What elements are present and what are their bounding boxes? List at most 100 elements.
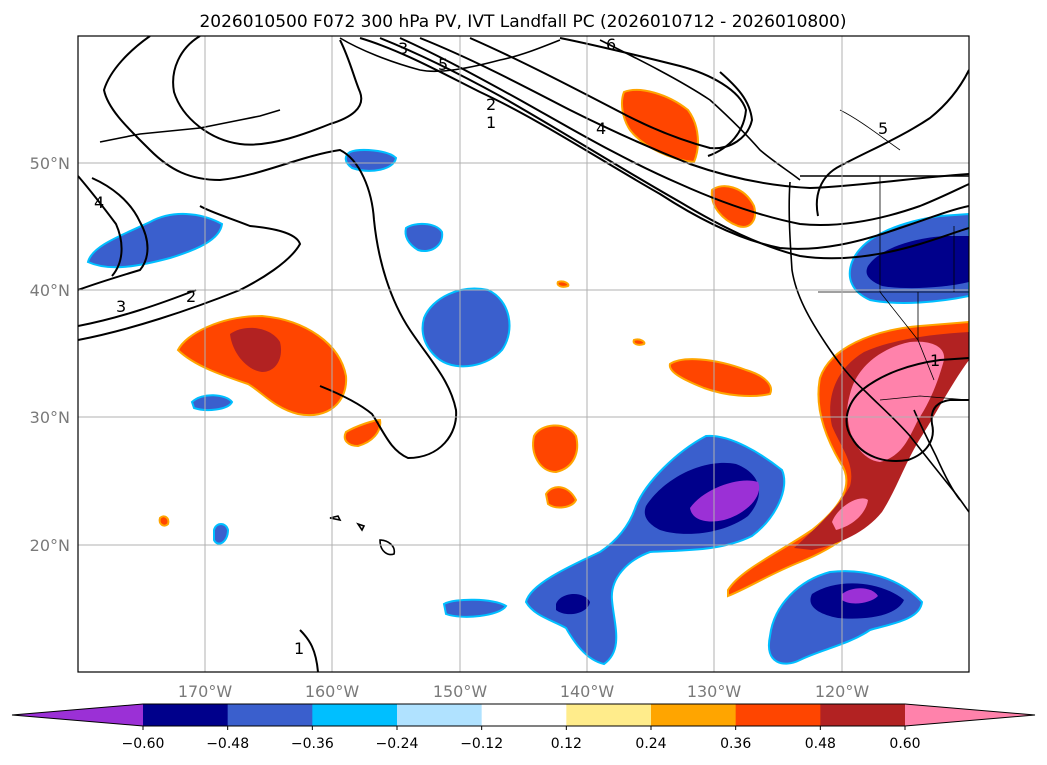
pv-contour-line (469, 37, 754, 150)
lon-label: 120°W (815, 682, 870, 701)
lat-label: 20°N (30, 536, 70, 555)
negative-anomaly-patch (421, 287, 511, 368)
contour-label: 4 (94, 193, 104, 212)
pv-contour-line (851, 399, 969, 462)
mexico-border (879, 395, 969, 401)
colorbar-segment (481, 704, 567, 726)
positive-anomaly-patch (710, 185, 756, 228)
colorbar-segment (566, 704, 652, 726)
colorbar-extend-low (12, 704, 143, 726)
atmospheric-river-peak (832, 498, 868, 530)
alaska-coastline (339, 37, 561, 73)
colorbar-segment (735, 704, 821, 726)
positive-anomaly-patch (544, 486, 578, 509)
pv-contour-line (78, 205, 302, 341)
pv-contour-line (102, 36, 458, 460)
negative-anomaly-patch (213, 523, 230, 545)
contour-label: 1 (930, 351, 940, 370)
contour-labels: 3 5 6 2 1 4 5 4 3 2 1 1 (94, 35, 940, 658)
contour-label: 1 (486, 113, 496, 132)
lon-label: 170°W (178, 682, 233, 701)
colorbar-tick-label: −0.48 (206, 736, 249, 752)
lon-label: 150°W (433, 682, 488, 701)
colorbar-segment (143, 704, 229, 726)
hawaii-island (356, 522, 366, 532)
graticule (78, 36, 969, 672)
strong-negative-core (866, 236, 969, 289)
colorbar-tick-label: 0.12 (551, 736, 582, 752)
aleutian-islands (99, 109, 281, 143)
positive-anomaly-patch (621, 89, 699, 164)
positive-anomaly-patch (632, 338, 646, 346)
colorbar-tick-label: 0.24 (635, 736, 666, 752)
anomaly-shading (86, 89, 969, 666)
positive-anomaly-patch (158, 515, 170, 527)
contour-label: 6 (606, 35, 616, 54)
contour-label: 1 (294, 639, 304, 658)
pv-contour-line (78, 175, 123, 277)
negative-anomaly-patch (404, 222, 444, 252)
pv-contour-line (559, 37, 748, 157)
lat-label: 50°N (30, 154, 70, 173)
negative-anomaly-patch (190, 394, 234, 411)
positive-anomaly-patch (343, 418, 382, 448)
pv-contour-line (845, 357, 969, 439)
pv-contours (78, 36, 969, 672)
colorbar-tick-label: 0.48 (805, 736, 836, 752)
lat-label: 30°N (30, 408, 70, 427)
lon-label: 130°W (687, 682, 742, 701)
contour-label: 4 (596, 119, 606, 138)
contour-label: 5 (438, 55, 448, 74)
positive-anomaly-patch (532, 424, 579, 474)
colorbar-tick-label: 0.60 (889, 736, 920, 752)
lon-label: 140°W (560, 682, 615, 701)
colorbar-segment (651, 704, 737, 726)
colorbar-segment (397, 704, 483, 726)
negative-anomaly-patch (344, 149, 398, 172)
lat-label: 40°N (30, 281, 70, 300)
lon-label: 160°W (305, 682, 360, 701)
pv-contour-line (379, 37, 969, 260)
pv-contour-line (172, 36, 363, 146)
atmospheric-river-peak (847, 341, 945, 462)
colorbar-segment (312, 704, 398, 726)
colorbar: −0.60 −0.48 −0.36 −0.24 −0.12 0.12 0.24 0.36 0.4… (11, 703, 1036, 752)
baja-coastline (913, 409, 961, 501)
colorbar-extend-high (905, 704, 1035, 726)
colorbar-tick-label: 0.36 (720, 736, 751, 752)
colorbar-tick-label: −0.60 (122, 736, 165, 752)
strong-positive-core (230, 327, 282, 372)
strongest-negative-core (842, 588, 878, 604)
map-frame (77, 35, 970, 673)
pv-contour-line (399, 37, 969, 227)
longitude-labels: 170°W 160°W 150°W 140°W 130°W 120°W (178, 682, 870, 701)
figure-title: 2026010500 F072 300 hPa PV, IVT Landfall… (199, 12, 846, 32)
state-border (839, 109, 901, 151)
contour-label: 5 (878, 119, 888, 138)
colorbar-tick-label: −0.36 (291, 736, 334, 752)
latitude-labels: 50°N 40°N 30°N 20°N (30, 154, 70, 555)
strong-negative-core (556, 593, 590, 615)
hawaii-island (379, 539, 396, 556)
contour-label: 2 (186, 287, 196, 306)
state-border (879, 176, 919, 341)
positive-anomaly-patch (556, 280, 570, 288)
pv-contour-line (359, 37, 969, 250)
pv-contour-line (815, 69, 969, 217)
colorbar-tick-label: −0.24 (376, 736, 419, 752)
state-border (917, 292, 935, 381)
pv-contour-line (78, 177, 149, 291)
hawaii-island (329, 515, 342, 522)
colorbar-segment (227, 704, 313, 726)
contour-label: 3 (116, 297, 126, 316)
pv-contour-line (78, 289, 197, 327)
contour-label: 2 (486, 95, 496, 114)
strongest-negative-core (690, 480, 760, 522)
map-panel: 3 5 6 2 1 4 5 4 3 2 1 1 (78, 35, 969, 672)
pv-contour-line (299, 629, 319, 672)
positive-anomaly-patch (668, 358, 772, 397)
contour-label: 3 (398, 39, 408, 58)
colorbar-tick-label: −0.12 (460, 736, 503, 752)
colorbar-segment (820, 704, 906, 726)
